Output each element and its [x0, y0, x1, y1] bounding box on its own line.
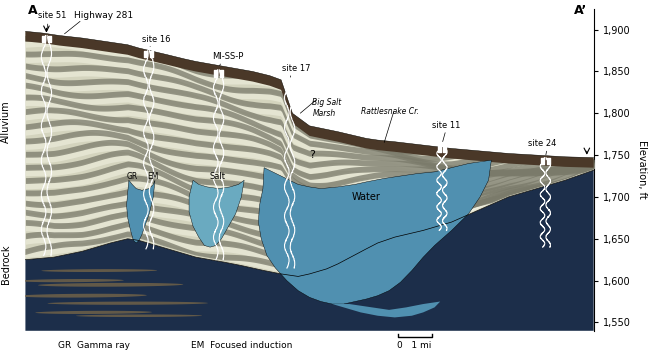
Text: 0   1 mi: 0 1 mi [397, 341, 432, 350]
Text: Highway 281: Highway 281 [73, 11, 133, 20]
Polygon shape [25, 31, 593, 277]
Text: MI-SS-P: MI-SS-P [212, 52, 243, 61]
Text: EM: EM [148, 172, 159, 180]
Polygon shape [38, 283, 183, 287]
Y-axis label: Elevation, ft: Elevation, ft [637, 140, 647, 199]
Text: GR: GR [127, 172, 138, 180]
Text: site 17: site 17 [282, 64, 311, 73]
Text: EM  Focused induction: EM Focused induction [190, 341, 292, 350]
Text: A: A [28, 4, 38, 17]
Polygon shape [127, 180, 155, 243]
Text: Water: Water [352, 192, 381, 202]
Text: Salt: Salt [209, 172, 226, 180]
Polygon shape [259, 160, 491, 304]
Polygon shape [42, 269, 157, 272]
Text: site 51: site 51 [38, 11, 66, 20]
Polygon shape [332, 302, 440, 317]
Text: site 24: site 24 [528, 139, 556, 148]
Text: GR  Gamma ray: GR Gamma ray [58, 341, 129, 350]
Text: ?: ? [309, 150, 315, 160]
Polygon shape [35, 311, 152, 314]
Polygon shape [47, 302, 208, 305]
Polygon shape [189, 180, 244, 247]
Text: A’: A’ [573, 4, 587, 17]
Polygon shape [25, 170, 593, 331]
Text: Bedrock: Bedrock [1, 244, 10, 284]
Polygon shape [25, 31, 593, 168]
Text: Rattlesnake Cr.: Rattlesnake Cr. [361, 107, 419, 115]
Text: site 11: site 11 [432, 121, 460, 130]
Text: Alluvium: Alluvium [1, 100, 10, 143]
Text: Big Salt
Marsh: Big Salt Marsh [313, 98, 342, 118]
Polygon shape [18, 294, 147, 298]
Polygon shape [76, 314, 202, 317]
Text: site 16: site 16 [142, 35, 170, 44]
Polygon shape [18, 279, 124, 282]
